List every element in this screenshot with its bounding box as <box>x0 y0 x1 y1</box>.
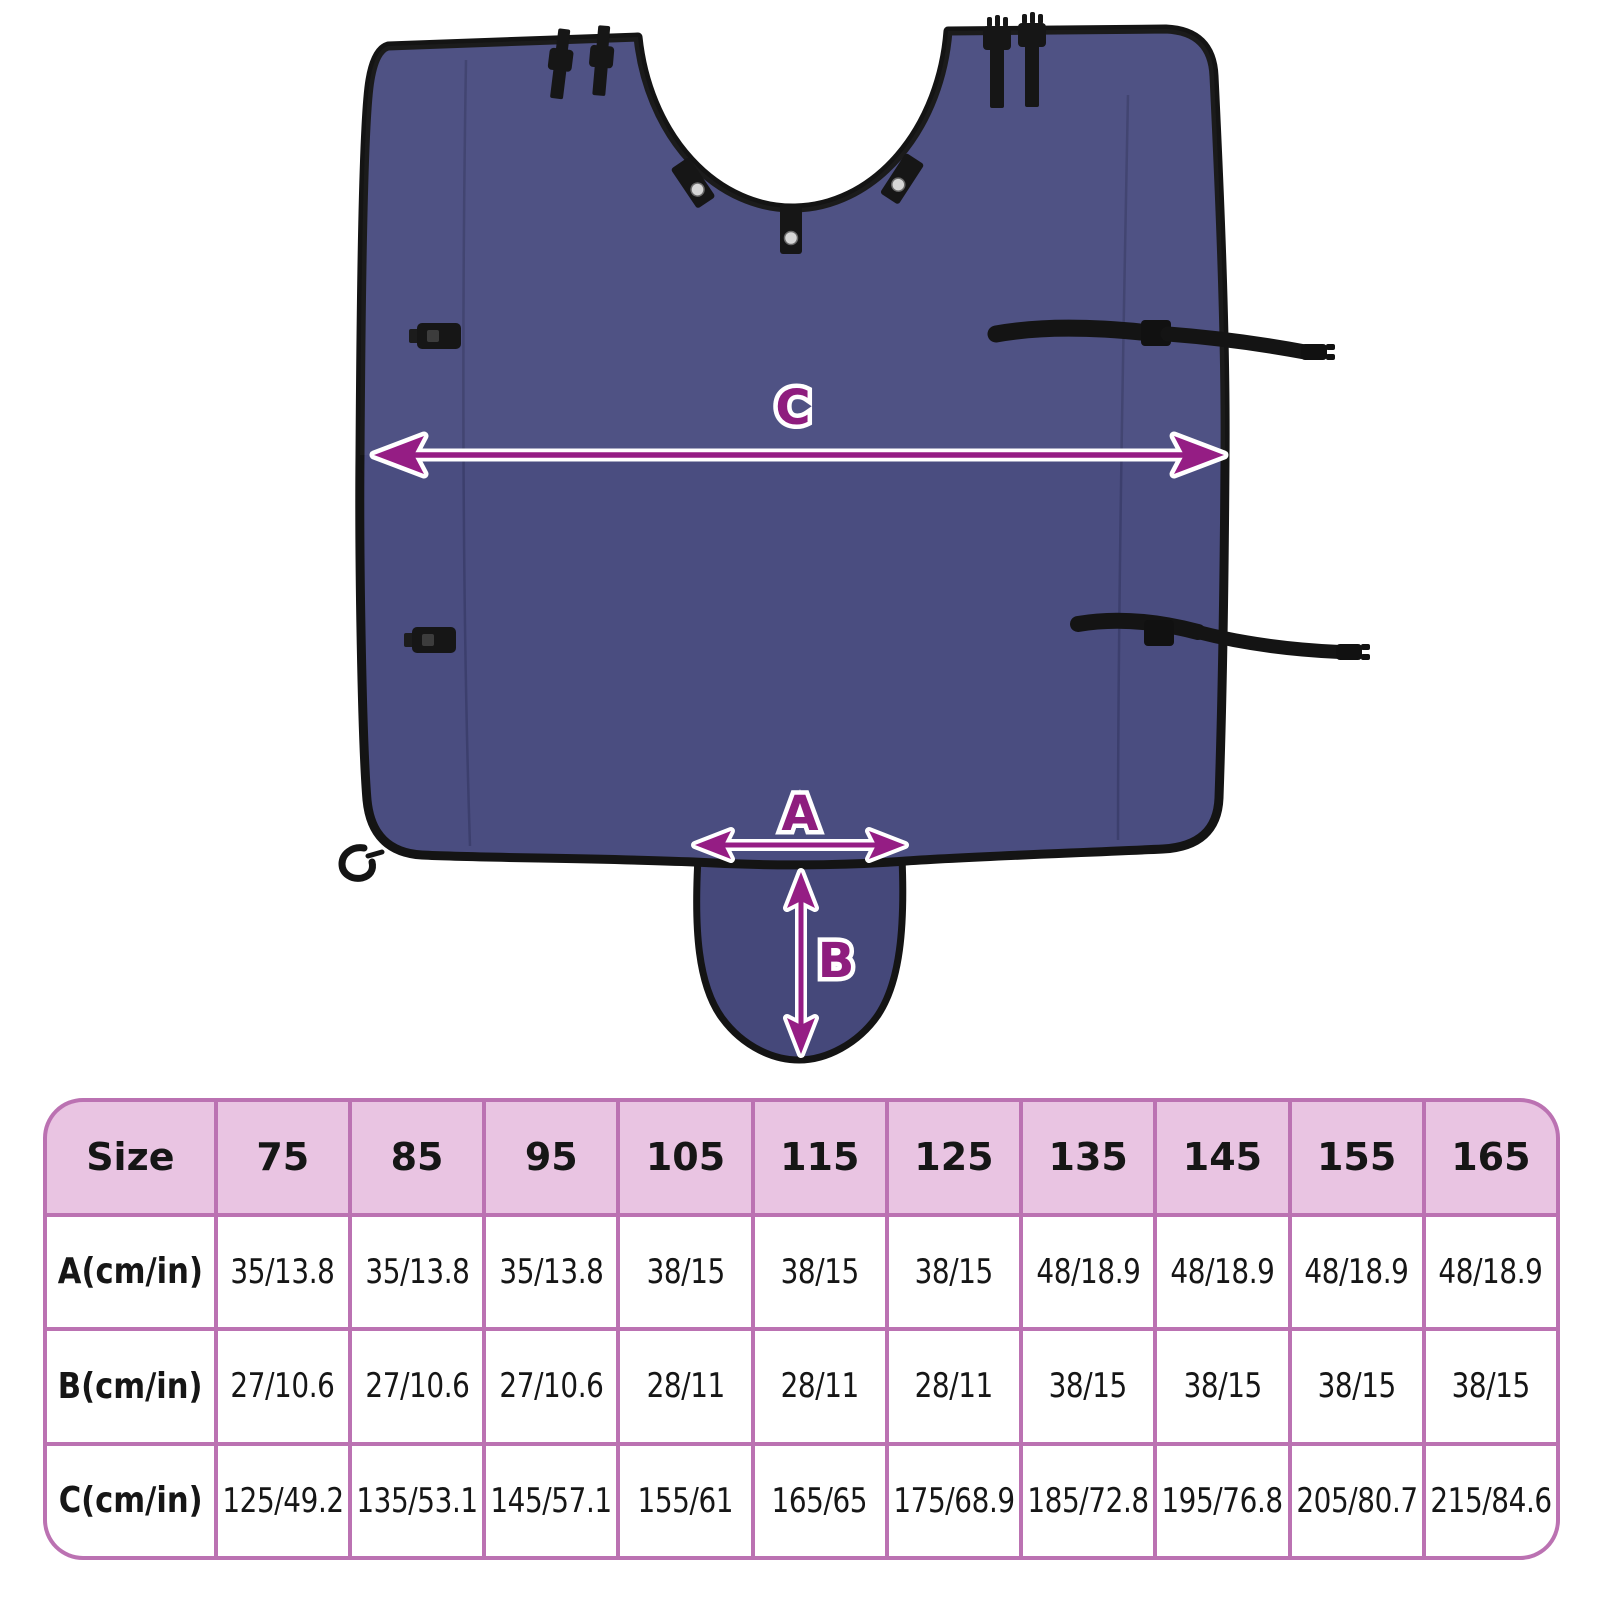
table-cell: 35/13.8 <box>486 1216 617 1327</box>
table-cell: 38/15 <box>888 1216 1020 1327</box>
strap-icon <box>987 319 1335 360</box>
blanket-body <box>355 24 1230 870</box>
buckle-icon <box>983 15 1011 108</box>
table-cell: 35/13.8 <box>217 1216 348 1327</box>
product-diagram: C A B <box>338 12 1370 1064</box>
table-header-cell: 125 <box>888 1102 1020 1213</box>
table-header-cell: 135 <box>1023 1102 1154 1213</box>
table-cell: 48/18.9 <box>1157 1216 1288 1327</box>
buckle-icon <box>547 28 574 100</box>
table-cell: 38/15 <box>1023 1331 1154 1442</box>
buckle-icon <box>404 627 456 653</box>
table-cell: 215/84.6 <box>1425 1445 1556 1556</box>
strap-icon <box>1070 612 1370 660</box>
table-cell: 195/76.8 <box>1157 1445 1288 1556</box>
table-cell: 135/53.1 <box>351 1445 483 1556</box>
table-cell: 125/49.2 <box>217 1445 348 1556</box>
table-header-cell: 165 <box>1425 1102 1556 1213</box>
snap-tab-icon <box>671 158 715 208</box>
size-table: Size 75 85 95 105 115 125 135 145 155 165 A(cm/in) 3… <box>43 1098 1560 1560</box>
table-header-cell: 85 <box>351 1102 483 1213</box>
table-cell: 48/18.9 <box>1291 1216 1422 1327</box>
table-header-cell: 105 <box>620 1102 751 1213</box>
table-cell: 205/80.7 <box>1291 1445 1422 1556</box>
dimension-label-c: C <box>775 380 810 436</box>
table-size-header: Size <box>47 1102 214 1213</box>
table-cell: 38/15 <box>1157 1331 1288 1442</box>
table-cell: 38/15 <box>1425 1331 1556 1442</box>
table-header-cell: 145 <box>1157 1102 1288 1213</box>
buckle-icon <box>589 25 615 96</box>
snap-tab-icon <box>780 206 802 254</box>
buckle-icon <box>1018 12 1046 107</box>
blanket-diagram-svg: C A B <box>338 12 1370 1064</box>
table-cell: 38/15 <box>1291 1331 1422 1442</box>
table-cell: 175/68.9 <box>888 1445 1020 1556</box>
buckle-icon <box>409 323 461 349</box>
table-cell: 48/18.9 <box>1425 1216 1556 1327</box>
table-cell: 35/13.8 <box>351 1216 483 1327</box>
table-cell: 185/72.8 <box>1023 1445 1154 1556</box>
dimension-label-b: B <box>818 933 855 989</box>
table-cell: 28/11 <box>888 1331 1020 1442</box>
dimension-arrow-b <box>783 868 819 1058</box>
table-header-cell: 75 <box>217 1102 348 1213</box>
zipper-pull-icon <box>338 844 385 882</box>
table-cell: 28/11 <box>754 1331 885 1442</box>
dimension-arrow-c <box>369 431 1229 479</box>
table-cell: 48/18.9 <box>1023 1216 1154 1327</box>
table-row-label: C(cm/in) <box>47 1445 214 1556</box>
snap-tab-icon <box>880 153 924 204</box>
table-cell: 28/11 <box>620 1331 751 1442</box>
table-header-cell: 115 <box>754 1102 885 1213</box>
table-cell: 27/10.6 <box>217 1331 348 1442</box>
dimension-label-a: A <box>781 786 818 842</box>
table-cell: 165/65 <box>754 1445 885 1556</box>
dimension-arrow-a <box>691 827 909 863</box>
table-cell: 155/61 <box>620 1445 751 1556</box>
table-header-cell: 95 <box>486 1102 617 1213</box>
table-row-label: A(cm/in) <box>47 1216 214 1327</box>
table-cell: 38/15 <box>754 1216 885 1327</box>
table-cell: 27/10.6 <box>351 1331 483 1442</box>
table-cell: 38/15 <box>620 1216 751 1327</box>
table-cell: 145/57.1 <box>486 1445 617 1556</box>
table-header-cell: 155 <box>1291 1102 1422 1213</box>
table-row-label: B(cm/in) <box>47 1331 214 1442</box>
table-cell: 27/10.6 <box>486 1331 617 1442</box>
